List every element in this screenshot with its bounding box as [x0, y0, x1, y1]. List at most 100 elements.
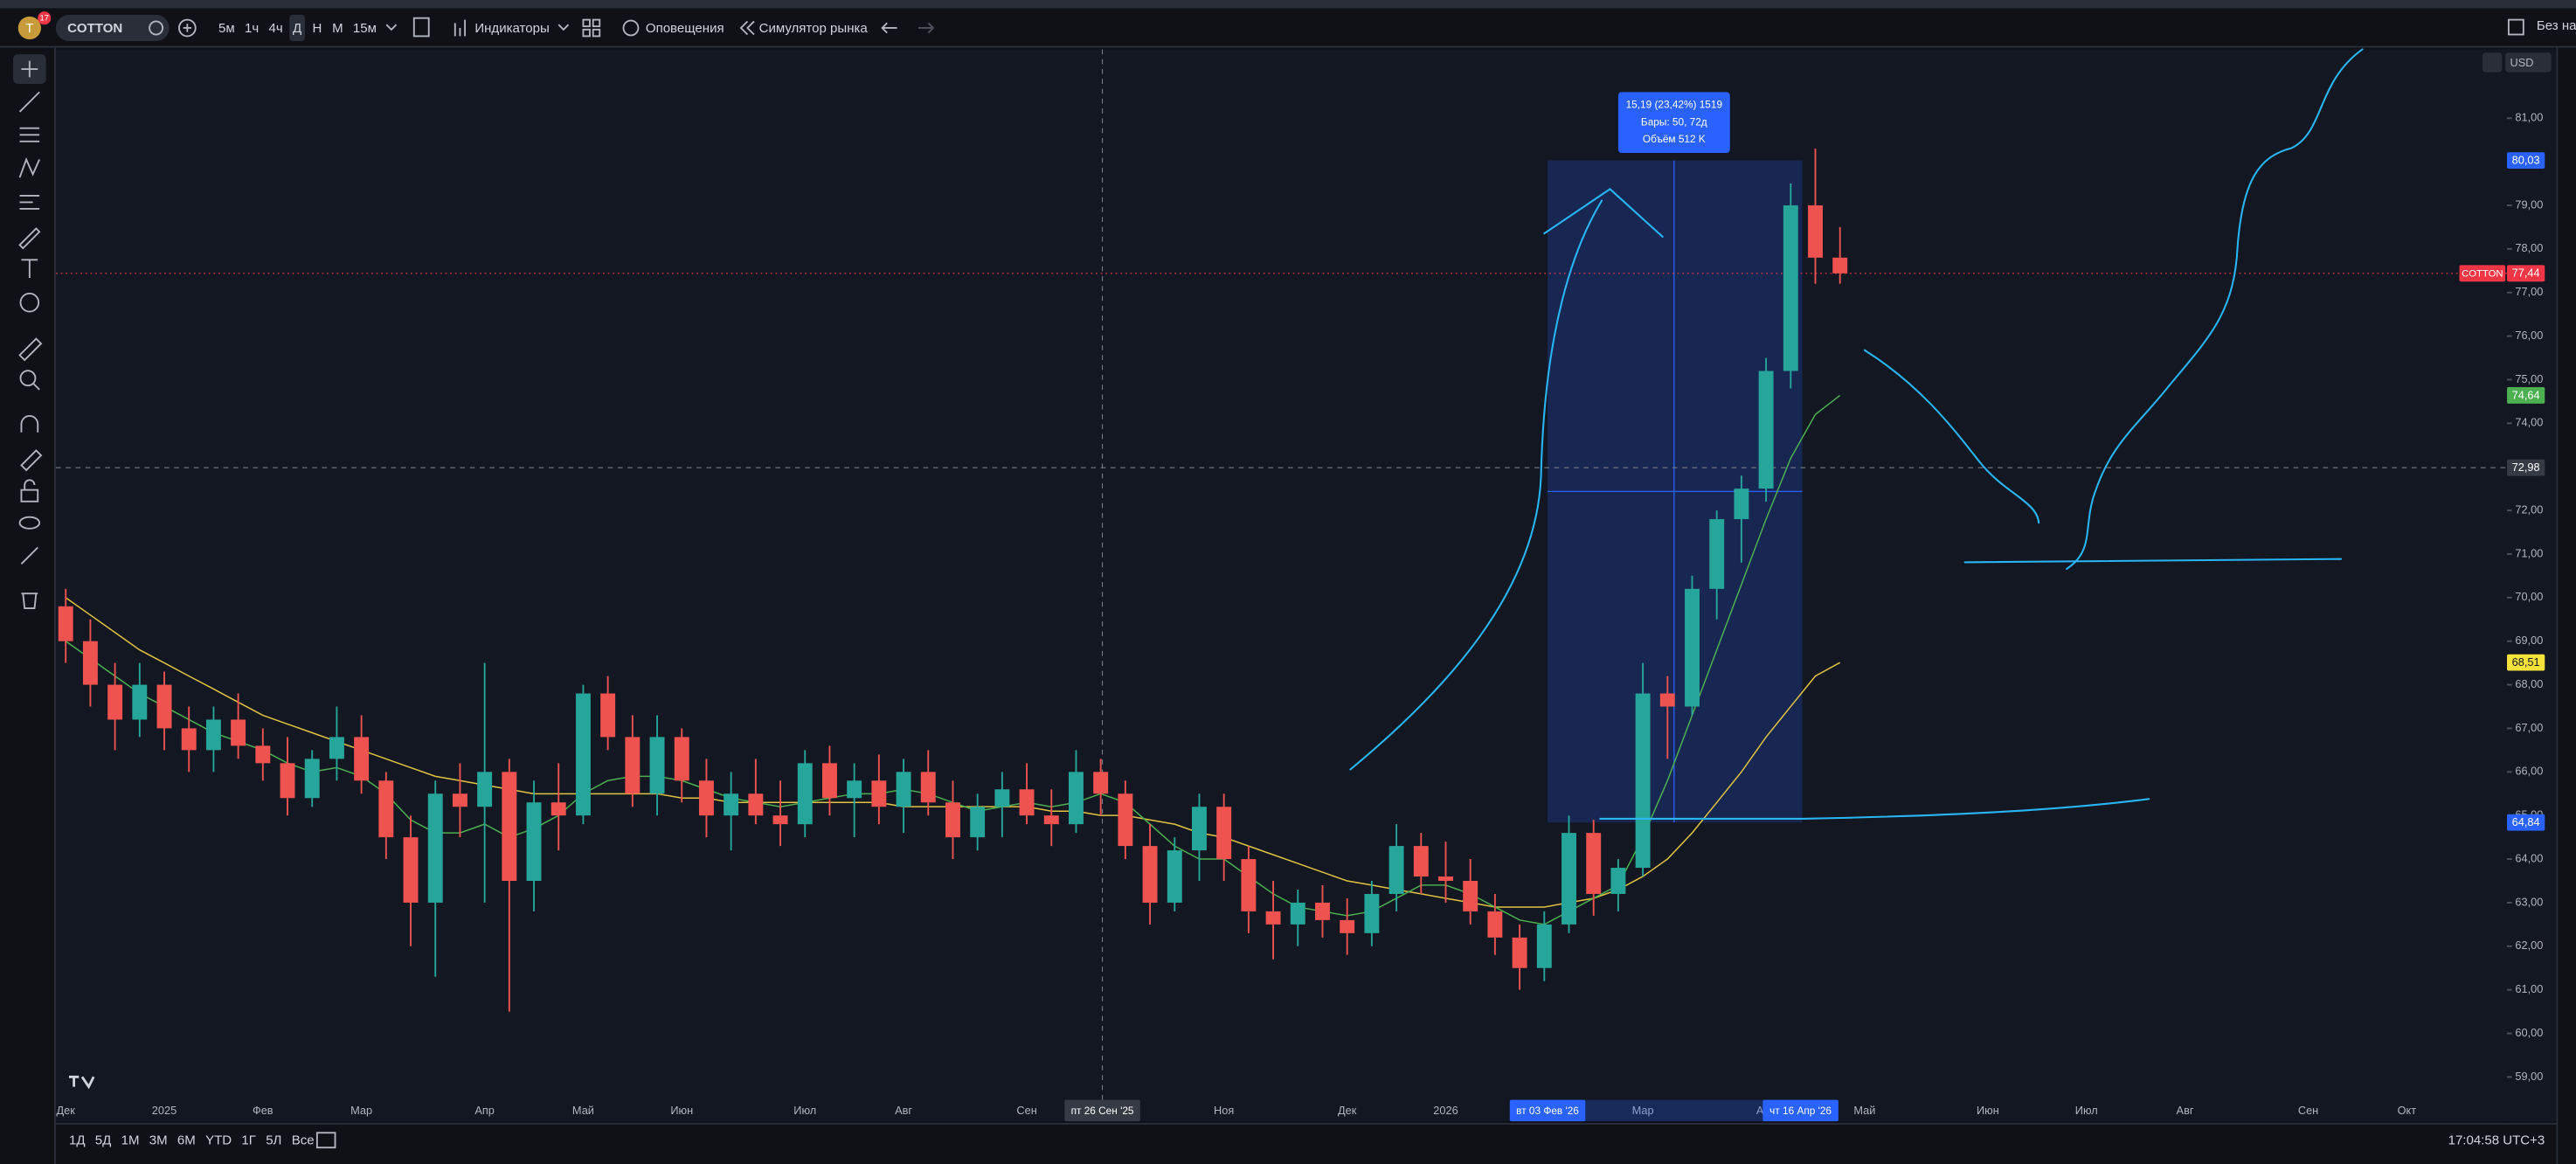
magnet-tool[interactable] [20, 415, 39, 433]
x-marker [1509, 1099, 1586, 1122]
measure-info-line: 15,19 (23,42%) 1519 [1626, 99, 1723, 111]
x-tick-label: Мар [1632, 1104, 1654, 1117]
candle-body [625, 737, 641, 794]
compare-plus [183, 24, 192, 32]
trendline-tool[interactable] [18, 91, 40, 113]
candle-body [748, 793, 764, 816]
ruler-tool[interactable] [18, 337, 43, 362]
interval-button[interactable]: М [332, 21, 343, 36]
replay-button[interactable]: Симулятор рынка [759, 21, 869, 36]
candle-body [1758, 371, 1774, 489]
range-button[interactable]: 1Д [69, 1133, 86, 1148]
fib-tool[interactable] [19, 127, 40, 142]
range-button[interactable]: 1М [121, 1133, 140, 1148]
scale-button[interactable] [2482, 52, 2503, 73]
layout-name[interactable]: Без на [2537, 18, 2576, 33]
candle-body [674, 737, 689, 781]
drawn-curve[interactable] [1863, 349, 2040, 524]
text-tool[interactable] [21, 259, 38, 278]
drawn-curve[interactable] [2066, 48, 2364, 570]
x-tick-label: Фев [253, 1104, 274, 1117]
chart-type-button[interactable] [412, 17, 430, 38]
candle-body [920, 772, 936, 803]
x-tick-label: Июн [670, 1104, 693, 1117]
candle-body [896, 772, 911, 807]
candle-body [354, 737, 370, 781]
symbol: COTTON [67, 21, 122, 36]
candle-body [1265, 911, 1281, 925]
drawn-arrow[interactable] [1543, 188, 1664, 238]
indicators-icon [454, 19, 467, 37]
price-badge [2507, 152, 2545, 170]
candle-body [821, 763, 837, 799]
icon-tool[interactable] [19, 292, 40, 313]
compare-button[interactable] [177, 18, 197, 38]
range-button[interactable]: 5Д [95, 1133, 112, 1148]
range-button[interactable]: 5Л [266, 1133, 281, 1148]
date-range-button[interactable] [315, 1132, 336, 1149]
candle-body [1610, 868, 1626, 894]
y-tick-label: 62,00 [2515, 939, 2543, 952]
candle-body [205, 719, 221, 751]
y-tick-label: 61,00 [2515, 982, 2543, 995]
candle-body [847, 780, 862, 799]
candle-body [526, 802, 542, 881]
candle-body [58, 606, 73, 641]
y-tick-label: 72,00 [2515, 502, 2543, 516]
templates-icon [582, 28, 591, 38]
lock-tool[interactable] [20, 488, 39, 502]
interval-button[interactable]: Н [313, 21, 322, 36]
x-marker [1762, 1099, 1839, 1122]
notification-badge [38, 11, 52, 25]
pattern-tool[interactable] [18, 156, 40, 178]
range-button[interactable]: Все [292, 1133, 315, 1148]
candle-body [1659, 693, 1675, 707]
x-marker-label: вт 03 Фев '26 [1516, 1105, 1579, 1117]
x-tick-label: Авг [895, 1104, 912, 1117]
candle-body [1512, 937, 1527, 968]
interval-button[interactable]: Д [293, 21, 301, 36]
templates-icon[interactable] [582, 18, 591, 28]
avatar[interactable] [17, 16, 42, 40]
candle-body [600, 693, 616, 738]
measure-info-line: Объём 512 K [1643, 133, 1706, 145]
range-button[interactable]: 1Г [241, 1133, 255, 1148]
symbol-icon[interactable] [149, 20, 164, 36]
interval-button[interactable]: 4ч [269, 21, 283, 36]
brush-tool[interactable] [18, 227, 41, 250]
y-tick-label: 71,00 [2515, 546, 2543, 559]
zoom-tool[interactable] [19, 370, 37, 387]
dropdown-arrow[interactable] [557, 24, 570, 31]
drawing-toolbar [13, 54, 46, 610]
interval-button[interactable]: 1ч [245, 21, 259, 36]
avatar-letter: T [25, 21, 33, 36]
range-button[interactable]: 6М [177, 1133, 196, 1148]
alerts-button[interactable]: Оповещения [646, 21, 724, 36]
stay-drawing-tool[interactable] [20, 449, 43, 472]
interval-button[interactable]: 5м [218, 21, 235, 36]
undo-button[interactable] [881, 22, 897, 34]
drawn-curve[interactable] [1349, 199, 1603, 771]
drawn-line[interactable] [1599, 798, 2150, 820]
y-tick-label: 59,00 [2515, 1070, 2543, 1083]
delete-tool[interactable] [21, 592, 38, 610]
candle-body [797, 763, 813, 825]
crosshair-tool[interactable] [21, 60, 38, 78]
range-button[interactable]: YTD [205, 1133, 232, 1148]
drawn-line[interactable] [1963, 558, 2343, 564]
redo-button[interactable] [918, 22, 935, 34]
price-badge-label: 72,98 [2512, 461, 2540, 474]
indicators-button[interactable]: Индикаторы [474, 21, 549, 36]
candle-body [1340, 919, 1355, 933]
x-tick-label: Апр [474, 1104, 495, 1117]
x-tick-label: Сен [1016, 1104, 1036, 1117]
interval-button[interactable]: 15м [353, 21, 377, 36]
layout-checkbox[interactable] [2507, 18, 2524, 36]
symbol-search[interactable] [55, 14, 170, 42]
currency-button[interactable] [2505, 52, 2552, 73]
forecast-tool[interactable] [19, 194, 40, 210]
interval-dropdown[interactable] [385, 24, 398, 31]
range-button[interactable]: 3М [149, 1133, 168, 1148]
hide-tool[interactable] [18, 516, 41, 530]
link-tool[interactable] [20, 546, 38, 565]
